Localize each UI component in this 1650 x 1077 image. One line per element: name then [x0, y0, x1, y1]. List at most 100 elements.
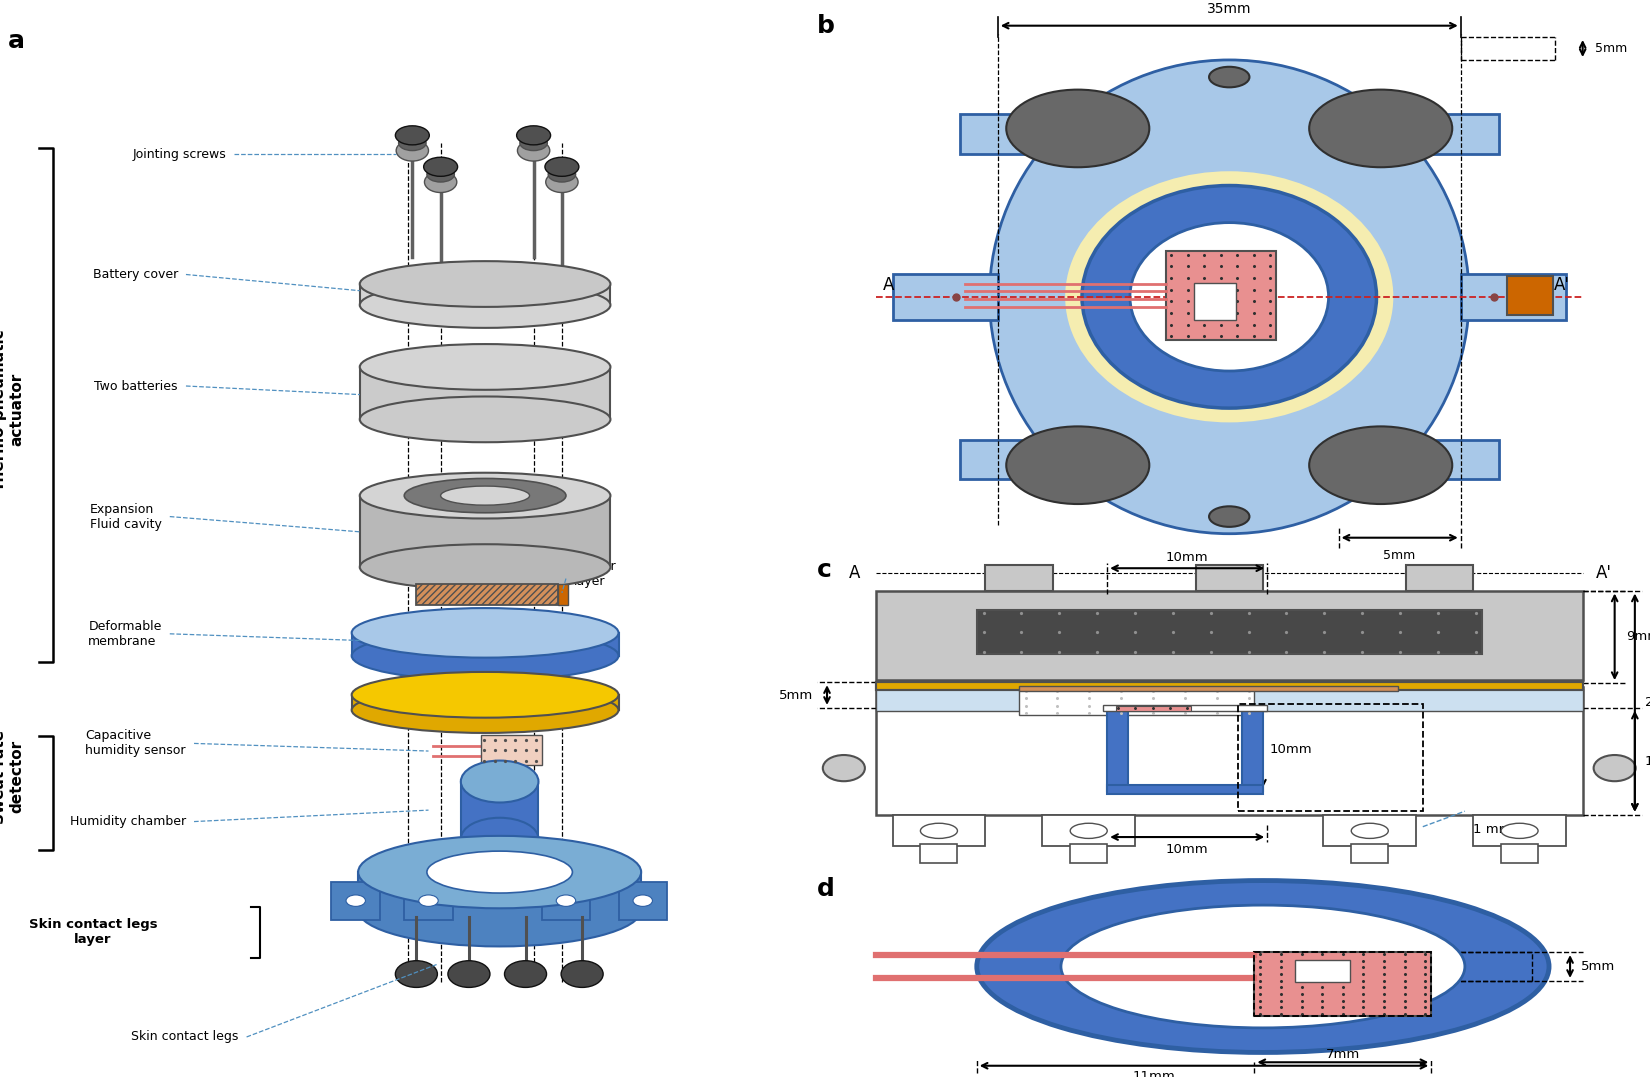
Ellipse shape	[1071, 823, 1107, 838]
Polygon shape	[351, 695, 619, 710]
Bar	[332, 882, 380, 920]
Ellipse shape	[1594, 755, 1635, 781]
Text: 7mm: 7mm	[1325, 1048, 1360, 1062]
Bar	[1115, 705, 1191, 711]
Ellipse shape	[977, 881, 1549, 1052]
Bar	[1402, 439, 1498, 479]
Ellipse shape	[360, 473, 610, 518]
Bar	[960, 114, 1056, 154]
Text: 10mm: 10mm	[1167, 843, 1208, 856]
Bar	[1402, 114, 1498, 154]
Bar	[1406, 564, 1473, 590]
Bar	[1167, 251, 1275, 339]
Text: A: A	[883, 277, 894, 294]
Text: 5mm: 5mm	[1596, 42, 1627, 55]
Text: Battery cover: Battery cover	[92, 268, 178, 281]
Ellipse shape	[447, 961, 490, 988]
Ellipse shape	[544, 157, 579, 177]
Text: 9mm: 9mm	[1627, 630, 1650, 643]
Bar	[1020, 689, 1254, 715]
Ellipse shape	[1209, 506, 1249, 527]
Ellipse shape	[516, 126, 551, 145]
Bar	[1107, 708, 1129, 791]
Bar	[1020, 686, 1398, 690]
Bar	[876, 689, 1582, 711]
Ellipse shape	[358, 836, 642, 908]
Bar	[1104, 705, 1267, 711]
Text: Deformable
membrane: Deformable membrane	[89, 619, 162, 647]
Ellipse shape	[360, 544, 610, 590]
Ellipse shape	[1061, 905, 1465, 1027]
Bar	[1071, 844, 1107, 863]
Ellipse shape	[396, 140, 429, 162]
Text: b: b	[817, 14, 835, 39]
Bar	[1295, 961, 1350, 982]
Text: A: A	[850, 564, 860, 583]
Ellipse shape	[360, 396, 610, 443]
Bar	[1506, 277, 1553, 316]
Polygon shape	[360, 367, 610, 419]
Bar	[1254, 952, 1431, 1016]
Bar	[482, 735, 541, 766]
Ellipse shape	[634, 895, 652, 907]
Bar	[1460, 274, 1566, 320]
Bar	[1196, 564, 1262, 590]
Bar	[404, 882, 452, 920]
Bar	[893, 814, 985, 845]
Text: 10mm: 10mm	[1269, 743, 1312, 756]
Ellipse shape	[505, 961, 546, 988]
Text: 10mm: 10mm	[1167, 550, 1208, 563]
Ellipse shape	[1308, 89, 1452, 167]
Text: A': A'	[1596, 564, 1612, 583]
Bar	[541, 882, 591, 920]
Ellipse shape	[1066, 171, 1393, 422]
Ellipse shape	[1209, 67, 1249, 87]
Bar	[1043, 814, 1135, 845]
Ellipse shape	[518, 140, 549, 162]
Text: 5mm: 5mm	[1383, 549, 1416, 562]
Ellipse shape	[1006, 89, 1150, 167]
Ellipse shape	[358, 875, 642, 947]
Bar	[876, 590, 1582, 681]
Ellipse shape	[419, 895, 439, 907]
Bar	[1254, 952, 1431, 1016]
Bar	[1323, 814, 1416, 845]
Text: Skin contact legs: Skin contact legs	[130, 1031, 239, 1044]
Bar	[1107, 785, 1262, 794]
Bar	[876, 683, 1582, 690]
Ellipse shape	[921, 823, 957, 838]
Ellipse shape	[561, 961, 604, 988]
Ellipse shape	[351, 687, 619, 733]
Text: Heater
layer: Heater layer	[574, 560, 617, 588]
Ellipse shape	[351, 672, 619, 717]
Bar	[977, 610, 1482, 655]
Bar	[1473, 814, 1566, 845]
Text: Capacitive
humidity sensor: Capacitive humidity sensor	[86, 729, 186, 757]
Ellipse shape	[360, 344, 610, 390]
Text: Two batteries: Two batteries	[94, 379, 178, 392]
Bar	[876, 687, 1582, 814]
Text: 1 mm: 1 mm	[1473, 823, 1511, 836]
Text: Sweat rate
detector: Sweat rate detector	[0, 730, 25, 824]
Text: 12mm: 12mm	[1645, 755, 1650, 768]
Text: 35mm: 35mm	[1208, 2, 1251, 16]
Ellipse shape	[351, 609, 619, 658]
Polygon shape	[460, 782, 538, 839]
Polygon shape	[360, 284, 610, 305]
Ellipse shape	[556, 895, 576, 907]
Text: a: a	[8, 29, 25, 53]
Text: Expansion
Fluid cavity: Expansion Fluid cavity	[89, 503, 162, 531]
Ellipse shape	[404, 478, 566, 513]
Ellipse shape	[823, 755, 865, 781]
Ellipse shape	[360, 282, 610, 327]
Ellipse shape	[1082, 185, 1376, 408]
Bar	[985, 564, 1053, 590]
Ellipse shape	[1130, 223, 1328, 370]
Text: A': A'	[1554, 277, 1569, 294]
Ellipse shape	[1502, 823, 1538, 838]
Ellipse shape	[1351, 823, 1388, 838]
Polygon shape	[351, 633, 619, 656]
Ellipse shape	[1006, 426, 1150, 504]
Bar	[619, 882, 667, 920]
Text: 11mm: 11mm	[1132, 1069, 1175, 1077]
